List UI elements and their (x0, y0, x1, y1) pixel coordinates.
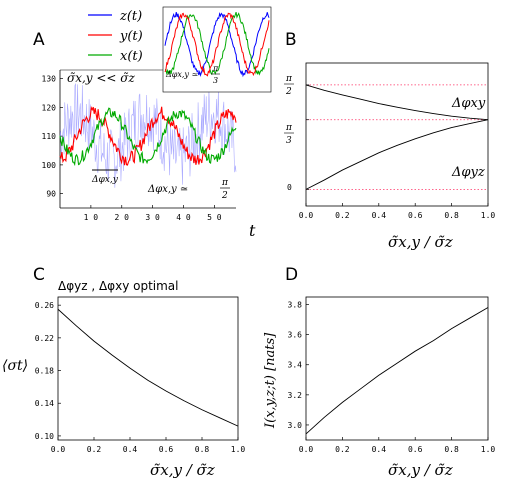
x-tick-label: 0.8 (195, 445, 210, 454)
inset-phase-three: 3 (213, 76, 218, 85)
panel-a: z(t) y(t) x(t) 130 120 110 100 90 1 0 2 0 3 0 4… (42, 6, 272, 240)
x-tick-label: 0.6 (408, 445, 423, 454)
b-xlabel: σ̃x,y / σ̃z (388, 233, 453, 251)
x-tick-label: 0.0 (299, 211, 314, 220)
series-line-0 (57, 308, 239, 427)
d-ylabel: I(x,y,z;t) [nats] (263, 332, 278, 429)
x-tick-label: 0.2 (335, 445, 350, 454)
series-line-z(t) (59, 83, 237, 188)
x-tick-label: 5 0 (207, 213, 222, 222)
x-tick-label: 0.8 (444, 211, 459, 220)
d-xlabel: σ̃x,y / σ̃z (388, 461, 453, 479)
phase-value-two: 2 (221, 191, 228, 201)
legend-label-z: z(t) (119, 9, 142, 24)
x-tick-label: 4 0 (176, 213, 191, 222)
x-tick-label: 3 0 (145, 213, 160, 222)
panel-b-frame (305, 62, 489, 207)
x-tick-label: 1.0 (481, 445, 496, 454)
panel-label-a: A (33, 30, 45, 50)
y-tick-label: 3.6 (288, 331, 303, 340)
x-tick-label: 0.0 (51, 445, 66, 454)
phase-marker-label: Δφx,y (91, 175, 119, 185)
series-line-0 (305, 84, 489, 121)
series-line-1 (305, 119, 489, 190)
x-tick-label: 2 0 (115, 213, 130, 222)
c-xlabel: σ̃x,y / σ̃z (150, 461, 215, 479)
panel-c-frame (57, 296, 239, 441)
x-tick-label: 0.0 (299, 445, 314, 454)
series-line-y(t) (59, 105, 237, 166)
legend-label-x: x(t) (120, 49, 143, 64)
series-line-x(t) (59, 107, 237, 167)
inset-phase-pi: π (212, 64, 219, 73)
sigma-relation: σ̃x,y << σ̃z (67, 71, 135, 85)
phase-value-pi: π (221, 178, 229, 188)
x-tick-label: 1 0 (84, 213, 99, 222)
panel-b: 0.0 0.2 0.4 0.6 0.8 1.0 π 2 π 3 0 Δφxy Δφyz σ… (284, 62, 496, 251)
y-tick-label: 0.14 (35, 399, 54, 408)
panel-d-frame (305, 296, 489, 441)
x-tick-label: 1.0 (231, 445, 246, 454)
b-ytick-pi3-num: π (285, 123, 293, 133)
label-dphi-yz: Δφyz (451, 165, 485, 180)
b-ytick-0: 0 (287, 183, 292, 192)
c-ylabel: ⟨σt⟩ (2, 358, 28, 374)
inset-phase: Δφx,y ≃ (165, 70, 198, 79)
x-axis-label-t: t (249, 221, 256, 240)
b-ytick-pi2-num: π (285, 74, 293, 84)
label-dphi-xy: Δφxy (451, 96, 486, 111)
series-line-0 (305, 307, 489, 435)
x-tick-label: 0.6 (408, 211, 423, 220)
y-tick-label: 90 (46, 190, 56, 199)
y-tick-label: 3.8 (288, 301, 303, 310)
y-tick-label: 100 (42, 161, 57, 170)
x-tick-label: 0.4 (372, 211, 387, 220)
y-tick-label: 3.4 (288, 361, 303, 370)
phase-value: Δφx,y ≃ (147, 184, 188, 195)
y-tick-label: 0.22 (35, 334, 54, 343)
y-tick-label: 130 (42, 75, 57, 84)
x-tick-label: 0.2 (87, 445, 102, 454)
y-tick-label: 3.0 (288, 421, 303, 430)
b-ytick-pi2-den: 2 (285, 87, 292, 97)
y-tick-label: 0.26 (35, 301, 54, 310)
x-tick-label: 0.4 (372, 445, 387, 454)
y-tick-label: 120 (42, 103, 57, 112)
y-tick-label: 0.10 (35, 432, 54, 441)
panel-d: 3.8 3.6 3.4 3.2 3.0 0.0 0.2 0.4 0.6 0.8 1.0 I(x,y… (263, 296, 496, 479)
inset-series-line-x(t) (164, 11, 270, 76)
y-tick-label: 110 (42, 132, 57, 141)
x-tick-label: 0.4 (123, 445, 138, 454)
panel-c: Δφyz , Δφxy optimal 0.26 0.22 0.18 0.14 0.10… (2, 279, 245, 479)
inset-series-line-y(t) (164, 12, 270, 77)
y-tick-label: 0.18 (35, 367, 54, 376)
panel-label-d: D (285, 265, 298, 285)
panel-label-b: B (285, 30, 297, 50)
x-tick-label: 0.8 (444, 445, 459, 454)
legend-label-y: y(t) (119, 29, 143, 44)
x-tick-label: 1.0 (481, 211, 496, 220)
x-tick-label: 0.6 (159, 445, 174, 454)
c-title: Δφyz , Δφxy optimal (58, 279, 179, 293)
panel-label-c: C (33, 265, 45, 285)
b-ytick-pi3-den: 3 (286, 136, 292, 146)
x-tick-label: 0.2 (335, 211, 350, 220)
y-tick-label: 3.2 (288, 391, 303, 400)
